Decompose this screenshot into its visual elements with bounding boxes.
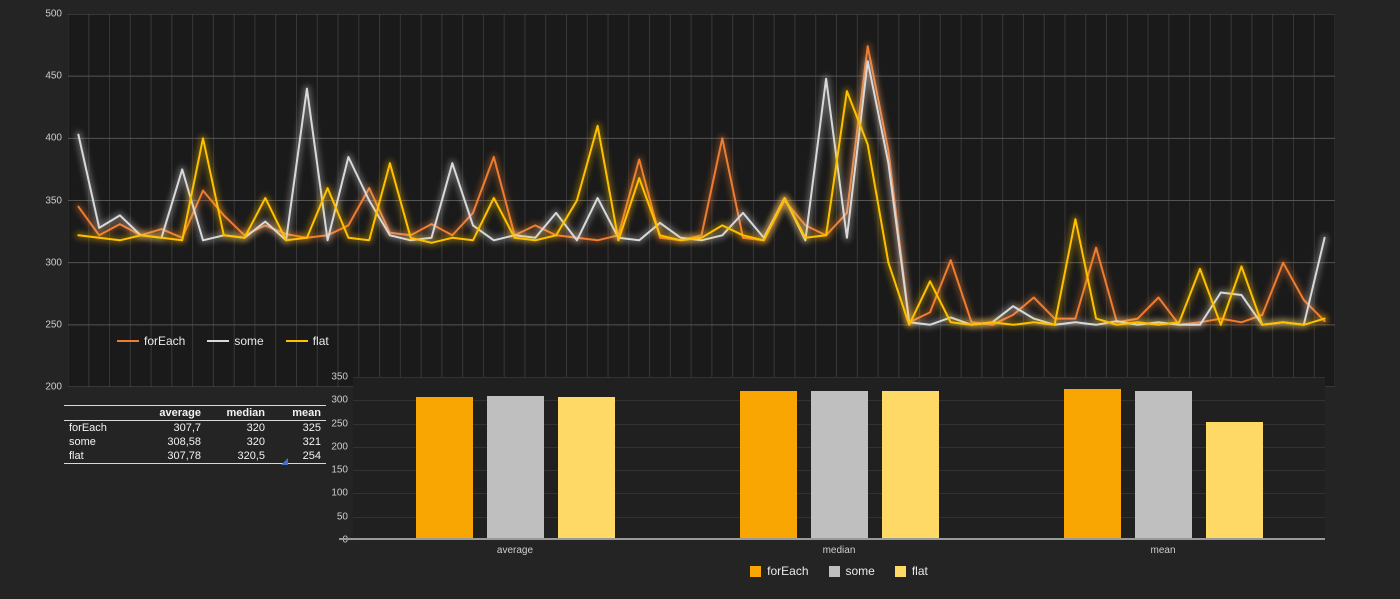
table-row-label[interactable]: forEach — [69, 422, 107, 434]
table-row-forEach: forEach 307,7 320 325 — [64, 421, 326, 436]
line-legend-label: forEach — [144, 334, 186, 348]
bar-some-average[interactable] — [486, 396, 544, 540]
bar-chart-legend: forEach some flat — [353, 564, 1325, 578]
table-row-label[interactable]: flat — [69, 450, 84, 462]
line-legend-item-some[interactable]: some — [207, 334, 264, 348]
line-legend-label: some — [234, 334, 264, 348]
line-legend-item-flat[interactable]: flat — [285, 334, 329, 348]
bar-flat-mean[interactable] — [1205, 421, 1263, 540]
legend-line-swatch-flat — [285, 340, 308, 342]
bar-forEach-average[interactable] — [415, 396, 473, 540]
table-cell[interactable]: 308,58 — [167, 436, 201, 448]
bar-flat-average[interactable] — [557, 396, 615, 540]
bar-legend-label: flat — [911, 564, 928, 578]
line-legend-label: flat — [312, 334, 329, 348]
bar-category-label-median: median — [822, 545, 856, 556]
legend-square-swatch-some — [828, 565, 840, 577]
line-y-tick-label: 350 — [45, 195, 62, 206]
bar-forEach-median[interactable] — [739, 390, 797, 540]
line-series-some[interactable] — [77, 60, 1326, 326]
line-series-flat[interactable] — [77, 90, 1326, 326]
line-y-tick-label: 250 — [45, 319, 62, 331]
bar-legend-label: forEach — [767, 564, 809, 578]
bar-category-label-average: average — [496, 545, 534, 556]
line-y-tick-label: 450 — [45, 70, 62, 82]
table-cell[interactable]: 325 — [302, 422, 321, 434]
line-series-glow-flat — [74, 87, 1329, 329]
bar-y-tick-label: 50 — [336, 511, 348, 523]
table-cell[interactable]: 320 — [246, 422, 265, 434]
bar-chart-gridline — [353, 377, 1325, 378]
legend-line-swatch-some — [207, 340, 230, 342]
line-series-glow-forEach — [74, 42, 1329, 329]
bar-y-tick-label: 0 — [342, 534, 348, 546]
line-y-tick-label: 200 — [45, 381, 62, 393]
legend-square-swatch-forEach — [750, 565, 762, 577]
bar-y-tick-label: 200 — [331, 441, 348, 453]
bar-legend-item-some[interactable]: some — [828, 564, 875, 578]
bar-y-tick-label: 100 — [331, 487, 348, 499]
bar-forEach-mean[interactable] — [1063, 388, 1121, 540]
bar-y-tick-label: 250 — [331, 418, 348, 430]
line-chart-gridlines — [67, 13, 1336, 388]
line-series-forEach[interactable] — [77, 45, 1326, 326]
line-series-glow-some — [74, 57, 1329, 329]
bar-chart-x-axis-line — [339, 538, 1325, 540]
line-y-tick-label: 400 — [45, 132, 62, 144]
stats-table-grid: average median mean forEach 307,7 320 325 some 3… — [64, 405, 326, 464]
table-cell[interactable]: 320 — [246, 436, 265, 448]
stats-table: average median mean forEach 307,7 320 325 some 3… — [64, 405, 326, 464]
bar-flat-median[interactable] — [881, 390, 939, 540]
bar-some-median[interactable] — [810, 390, 868, 540]
bar-chart-plot-area — [339, 377, 1325, 540]
bar-legend-item-forEach[interactable]: forEach — [750, 564, 809, 578]
table-header-average[interactable]: average — [136, 405, 206, 421]
line-chart-legend: forEach some flat — [117, 334, 329, 348]
table-cell[interactable]: 321 — [302, 436, 321, 448]
table-corner-marker — [281, 458, 288, 465]
table-row-label[interactable]: some — [69, 436, 96, 448]
table-row-flat: flat 307,78 320,5 254 — [64, 449, 326, 464]
table-header-mean[interactable]: mean — [270, 405, 326, 421]
table-cell[interactable]: 307,78 — [167, 450, 201, 462]
bar-y-tick-label: 150 — [331, 464, 348, 476]
legend-line-swatch-forEach — [117, 340, 139, 342]
table-header-median[interactable]: median — [206, 405, 270, 421]
legend-square-swatch-flat — [894, 565, 906, 577]
line-y-tick-label: 500 — [45, 8, 62, 20]
bar-some-mean[interactable] — [1134, 390, 1192, 540]
table-header-blank[interactable] — [64, 405, 136, 421]
bar-category-label-mean: mean — [1150, 545, 1176, 556]
bar-y-tick-label: 350 — [331, 371, 348, 383]
bar-legend-item-flat[interactable]: flat — [894, 564, 928, 578]
table-row-some: some 308,58 320 321 — [64, 435, 326, 449]
bar-legend-label: some — [845, 564, 875, 578]
line-chart-svg — [67, 13, 1336, 388]
bar-y-tick-label: 300 — [331, 394, 348, 406]
line-legend-item-forEach[interactable]: forEach — [117, 334, 185, 348]
table-cell[interactable]: 307,7 — [173, 422, 201, 434]
line-chart-plot-area — [67, 13, 1336, 388]
line-y-tick-label: 300 — [45, 257, 62, 269]
table-cell[interactable]: 320,5 — [237, 450, 265, 462]
line-chart-series-group — [74, 42, 1329, 329]
table-cell[interactable]: 254 — [302, 450, 321, 462]
